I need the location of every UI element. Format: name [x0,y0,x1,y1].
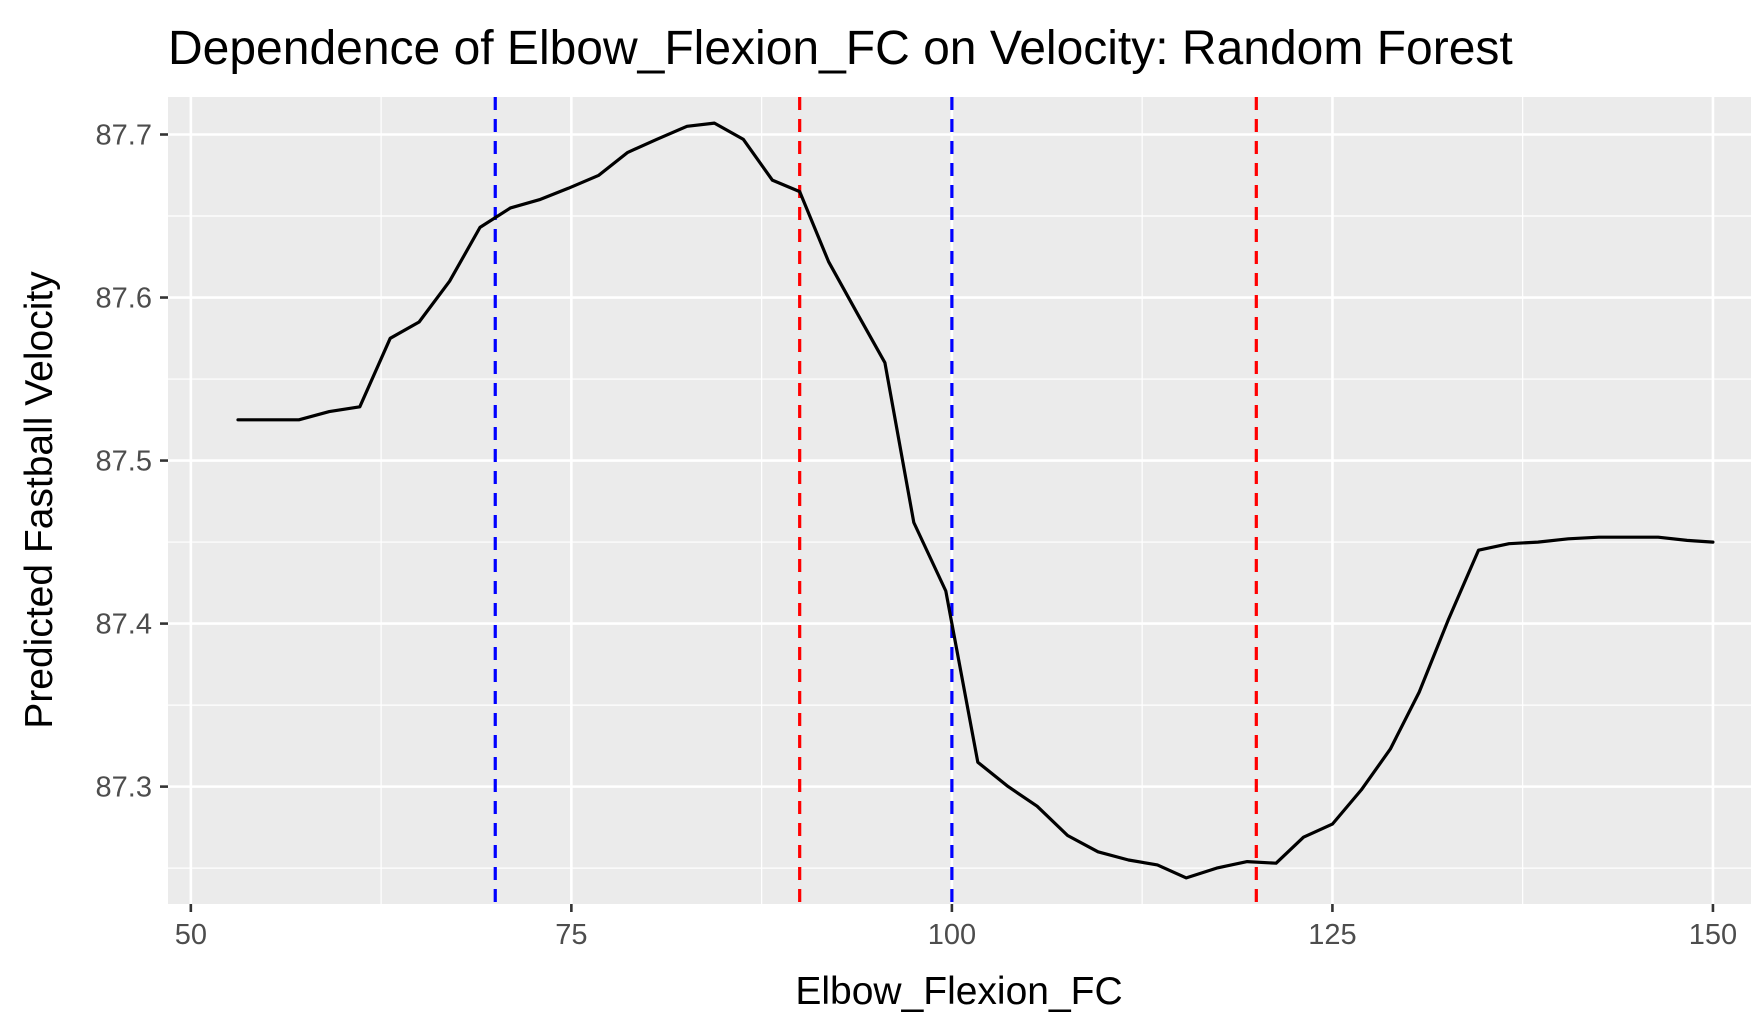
plot-panel [168,97,1751,904]
chart-title: Dependence of Elbow_Flexion_FC on Veloci… [168,22,1513,75]
x-tick-label: 100 [928,919,976,951]
y-tick-label: 87.5 [96,446,152,478]
y-tick-label: 87.7 [96,119,152,151]
minor-gridlines [168,97,1751,904]
x-tick-label: 125 [1308,919,1356,951]
y-tick-label: 87.4 [96,609,152,641]
x-tick-label: 50 [175,919,207,951]
x-tick-label: 75 [555,919,587,951]
y-tick-label: 87.3 [96,772,152,804]
y-axis-title: Predicted Fastball Velocity [18,271,61,729]
y-tick-label: 87.6 [96,283,152,315]
x-axis: 50 75 100 125 150 [175,904,1737,951]
series-line [236,121,1715,880]
y-axis: 87.3 87.4 87.5 87.6 87.7 [96,119,168,804]
x-tick-label: 150 [1689,919,1737,951]
x-axis-title: Elbow_Flexion_FC [795,970,1122,1013]
series-group [236,121,1715,880]
reference-lines [493,97,1258,904]
